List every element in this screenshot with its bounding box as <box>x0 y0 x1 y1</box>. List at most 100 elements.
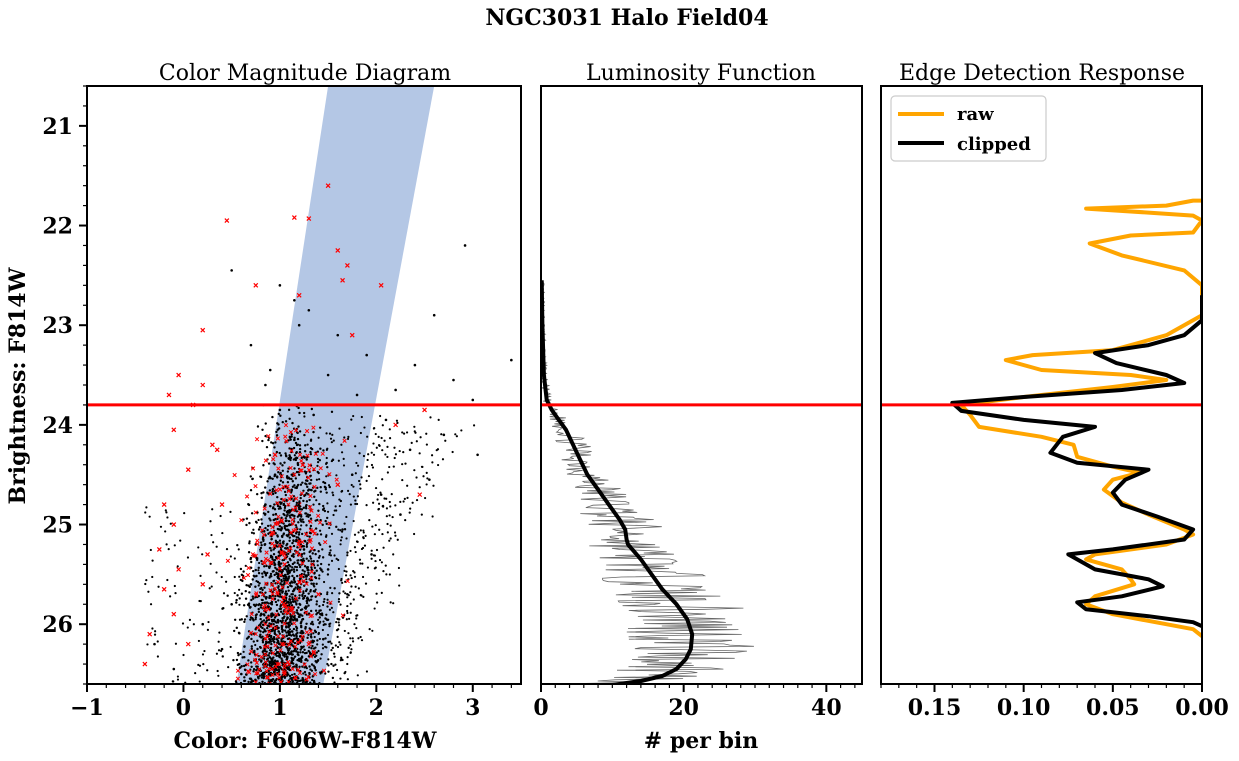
x-tick-label: 0.15 <box>908 695 962 721</box>
star-point <box>381 449 384 452</box>
star-point <box>333 554 336 557</box>
rejected-point <box>264 675 270 680</box>
star-point <box>419 436 422 439</box>
star-point <box>291 597 294 601</box>
rejected-point <box>263 607 268 613</box>
star-point <box>156 655 159 658</box>
star-point <box>338 624 341 627</box>
star-point <box>261 641 265 644</box>
star-point <box>273 631 276 635</box>
star-point <box>322 507 326 510</box>
star-point <box>436 463 440 467</box>
star-point <box>292 650 295 653</box>
star-point <box>276 504 280 508</box>
star-point <box>262 619 266 622</box>
star-point <box>272 518 275 522</box>
star-point <box>296 461 300 465</box>
star-point <box>315 478 318 481</box>
star-point <box>392 465 395 468</box>
star-point <box>287 408 291 412</box>
star-point <box>274 600 278 604</box>
y-tick-label: 26 <box>42 612 73 638</box>
star-point <box>322 620 325 623</box>
star-point <box>325 462 328 465</box>
star-point <box>259 548 262 551</box>
star-point <box>267 641 271 644</box>
star-point <box>316 533 319 536</box>
rejected-point <box>281 604 287 609</box>
star-point <box>348 492 351 496</box>
star-point <box>331 676 335 680</box>
star-point <box>295 629 298 632</box>
rejected-point <box>304 630 310 635</box>
star-point <box>316 464 319 467</box>
star-point <box>294 477 298 480</box>
rejected-point <box>306 216 312 221</box>
star-point <box>284 528 288 531</box>
rejected-point <box>297 670 303 676</box>
x-tick-label: 2 <box>369 695 384 721</box>
star-point <box>372 453 376 456</box>
star-point <box>257 571 261 575</box>
star-point <box>317 649 320 653</box>
rejected-point <box>275 579 281 585</box>
star-point <box>308 671 311 675</box>
star-point <box>247 604 250 607</box>
star-point <box>290 473 293 476</box>
rejected-point <box>297 452 303 458</box>
star-point <box>263 529 266 533</box>
star-point <box>258 674 262 677</box>
star-point <box>295 538 298 542</box>
rejected-point <box>305 453 310 458</box>
star-point <box>327 484 331 487</box>
rejected-point <box>290 517 295 522</box>
rejected-point <box>342 438 347 443</box>
star-point <box>165 511 168 514</box>
star-point <box>359 593 362 597</box>
rejected-point <box>147 631 153 637</box>
x-tick-label: 0.10 <box>997 695 1051 721</box>
star-point <box>173 584 176 588</box>
rejected-point <box>309 546 315 551</box>
rejected-point <box>266 607 271 612</box>
star-point <box>255 521 258 524</box>
star-point <box>254 585 257 588</box>
star-point <box>295 470 299 474</box>
star-point <box>441 458 445 461</box>
rejected-point <box>263 659 269 665</box>
star-point <box>267 532 270 535</box>
star-point <box>286 656 289 660</box>
star-point <box>303 415 306 418</box>
star-point <box>262 630 265 634</box>
star-point <box>364 582 368 585</box>
star-point <box>510 358 513 362</box>
star-point <box>272 548 275 551</box>
star-point <box>421 465 424 469</box>
star-point <box>404 462 407 465</box>
star-point <box>279 589 283 592</box>
star-point <box>259 603 263 607</box>
star-point <box>375 548 379 552</box>
star-point <box>274 582 277 585</box>
rejected-point <box>166 392 172 398</box>
rejected-point <box>255 538 260 543</box>
star-point <box>403 497 406 500</box>
star-point <box>328 640 332 643</box>
star-point <box>277 554 280 558</box>
rejected-point <box>316 591 321 597</box>
x-tick-label: −1 <box>70 695 104 721</box>
star-point <box>210 585 213 588</box>
star-point <box>324 645 327 648</box>
rejected-point <box>283 422 289 428</box>
star-point <box>325 475 328 478</box>
star-point <box>402 451 405 454</box>
star-point <box>393 446 396 449</box>
star-point <box>304 680 307 684</box>
rejected-point <box>325 183 331 189</box>
legend: raw clipped <box>890 95 1047 162</box>
star-point <box>287 519 291 523</box>
star-point <box>340 443 343 446</box>
star-point <box>355 502 359 506</box>
star-point <box>354 502 357 506</box>
star-point <box>300 660 303 664</box>
